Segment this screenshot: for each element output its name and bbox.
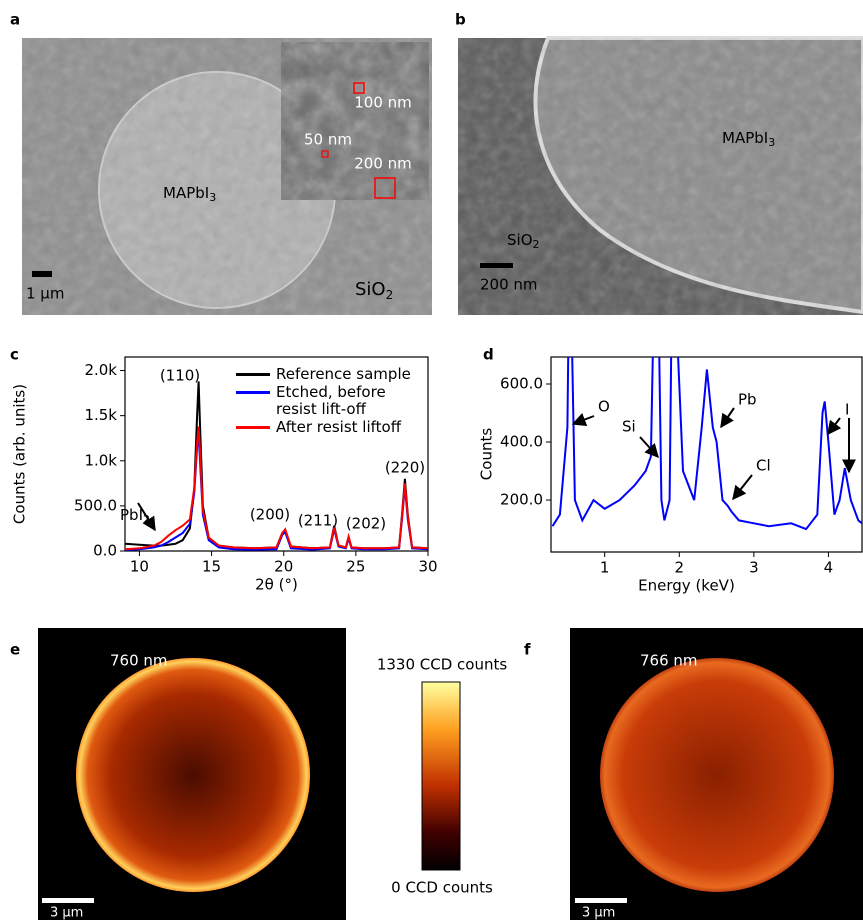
material-label: MAPbI3 xyxy=(722,129,775,150)
scale-label: 200 nm xyxy=(480,276,538,294)
panel-label: b xyxy=(455,11,466,29)
annotation: (220) xyxy=(385,459,425,477)
y-tick-label: 0.0 xyxy=(93,542,117,560)
legend-label: Etched, before resist lift-off xyxy=(276,384,426,418)
panel-label: c xyxy=(10,346,19,364)
annotation: I xyxy=(845,401,849,419)
sem-texture xyxy=(458,38,863,315)
x-tick-label: 2 xyxy=(675,559,685,577)
colorbar xyxy=(422,682,460,870)
y-tick-label: 500.0 xyxy=(74,496,117,514)
scale-bar xyxy=(480,263,513,268)
text: SiO xyxy=(507,231,533,249)
legend-entry: Reference sample xyxy=(236,366,426,383)
inset-label: 200 nm xyxy=(354,155,412,173)
y-axis-label: Counts xyxy=(478,428,496,481)
x-tick-label: 25 xyxy=(346,558,365,576)
panel-label: a xyxy=(10,11,20,29)
annotation: Cl xyxy=(756,457,771,475)
text: SiO xyxy=(355,279,386,300)
text: PbI xyxy=(120,506,143,524)
wavelength-label: 760 nm xyxy=(110,652,168,670)
arrow xyxy=(640,437,658,457)
pl-disk xyxy=(76,658,310,892)
legend-label: Reference sample xyxy=(276,366,426,383)
subscript: 3 xyxy=(209,191,216,204)
annotation: (200) xyxy=(250,506,290,524)
x-tick-label: 1 xyxy=(600,559,610,577)
x-tick-label: 3 xyxy=(749,559,759,577)
annotation: Si xyxy=(622,418,636,436)
inset-label: 100 nm xyxy=(354,94,412,112)
x-tick-label: 15 xyxy=(202,558,221,576)
scale-bar xyxy=(575,898,627,903)
annotation: Pb xyxy=(738,391,757,409)
scale-bar xyxy=(42,898,94,903)
inset-label: 50 nm xyxy=(304,131,352,149)
x-tick-label: 4 xyxy=(824,559,834,577)
page: a 100 nm 50 nm 200 nm MAPbI3 1 µm SiO2 b… xyxy=(0,0,863,921)
material-label: MAPbI3 xyxy=(163,184,216,205)
annotation: O xyxy=(598,398,610,416)
panel-label: f xyxy=(524,641,531,659)
panel-label: e xyxy=(10,641,20,659)
arrow xyxy=(721,408,734,427)
subscript: 3 xyxy=(768,136,775,149)
pl-disk xyxy=(600,658,834,892)
y-tick-label: 200.0 xyxy=(500,491,543,509)
x-tick-label: 10 xyxy=(130,558,149,576)
colorbar-max: 1330 CCD counts xyxy=(377,656,508,674)
scale-label: 3 µm xyxy=(50,906,83,921)
subscript: 2 xyxy=(533,238,540,251)
y-tick-label: 2.0k xyxy=(84,361,117,379)
legend-label: After resist liftoff xyxy=(276,419,426,436)
annotation: (202) xyxy=(346,515,386,533)
x-tick-label: 30 xyxy=(418,558,437,576)
arrow xyxy=(573,416,594,424)
scale-label: 1 µm xyxy=(26,285,64,303)
x-tick-label: 20 xyxy=(274,558,293,576)
annotation: (211) xyxy=(298,512,338,530)
y-tick-label: 400.0 xyxy=(500,433,543,451)
arrow xyxy=(828,418,840,434)
panel-label: d xyxy=(483,346,494,364)
legend-entry: Etched, before resist lift-off xyxy=(236,384,426,418)
y-axis-label: Counts (arb. units) xyxy=(11,384,29,524)
scale-label: 3 µm xyxy=(582,906,615,921)
colorbar-min: 0 CCD counts xyxy=(391,879,493,897)
scale-bar xyxy=(32,271,52,277)
x-axis-label: 2θ (°) xyxy=(255,576,298,594)
legend-swatch xyxy=(236,373,270,376)
wavelength-label: 766 nm xyxy=(640,652,698,670)
figure: a 100 nm 50 nm 200 nm MAPbI3 1 µm SiO2 b… xyxy=(0,0,863,921)
plot-frame xyxy=(551,357,862,552)
y-tick-label: 1.5k xyxy=(84,406,117,424)
legend-swatch xyxy=(236,391,270,394)
inset-texture xyxy=(281,42,429,200)
legend-swatch xyxy=(236,426,270,429)
arrow xyxy=(733,475,752,499)
text: MAPbI xyxy=(163,184,209,202)
y-tick-label: 1.0k xyxy=(84,451,117,469)
y-tick-label: 600.0 xyxy=(500,374,543,392)
data-line xyxy=(125,434,428,550)
x-axis-label: Energy (keV) xyxy=(638,577,735,595)
annotation: (110) xyxy=(160,367,200,385)
legend-entry: After resist liftoff xyxy=(236,419,426,436)
text: MAPbI xyxy=(722,129,768,147)
subscript: 2 xyxy=(386,288,394,302)
